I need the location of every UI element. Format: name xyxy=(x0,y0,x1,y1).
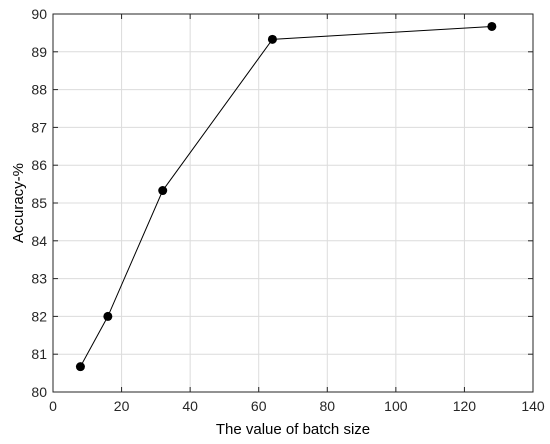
y-tick-label: 84 xyxy=(31,233,47,249)
x-tick-label: 20 xyxy=(114,398,130,414)
x-tick-label: 0 xyxy=(49,398,57,414)
grid-lines xyxy=(53,14,533,392)
data-point xyxy=(158,186,168,196)
y-tick-label: 83 xyxy=(31,271,47,287)
y-tick-label: 85 xyxy=(31,195,47,211)
x-tick-label: 40 xyxy=(182,398,198,414)
y-tick-label: 80 xyxy=(31,384,47,400)
y-tick-label: 87 xyxy=(31,119,47,135)
data-point xyxy=(75,362,85,372)
x-tick-label: 80 xyxy=(319,398,335,414)
axes xyxy=(52,13,534,393)
y-tick-label: 82 xyxy=(31,308,47,324)
x-tick-label: 100 xyxy=(384,398,408,414)
y-tick-label: 88 xyxy=(31,82,47,98)
tick-labels: 0 20 40 60 80 100 120 140 80 81 82 83 84 85 86 87 88 89 90 xyxy=(31,6,544,414)
y-tick-label: 86 xyxy=(31,157,47,173)
x-tick-label: 140 xyxy=(521,398,545,414)
y-tick-label: 90 xyxy=(31,6,47,22)
y-tick-label: 81 xyxy=(31,346,47,362)
x-axis-title: The value of batch size xyxy=(216,421,370,438)
x-tick-label: 60 xyxy=(251,398,267,414)
data-point xyxy=(103,311,113,321)
y-tick-label: 89 xyxy=(31,44,47,60)
x-tick-label: 120 xyxy=(453,398,477,414)
data-point xyxy=(267,34,277,44)
data-point xyxy=(487,21,497,31)
data-series xyxy=(75,21,497,372)
y-axis-title: Accuracy-% xyxy=(10,163,27,243)
